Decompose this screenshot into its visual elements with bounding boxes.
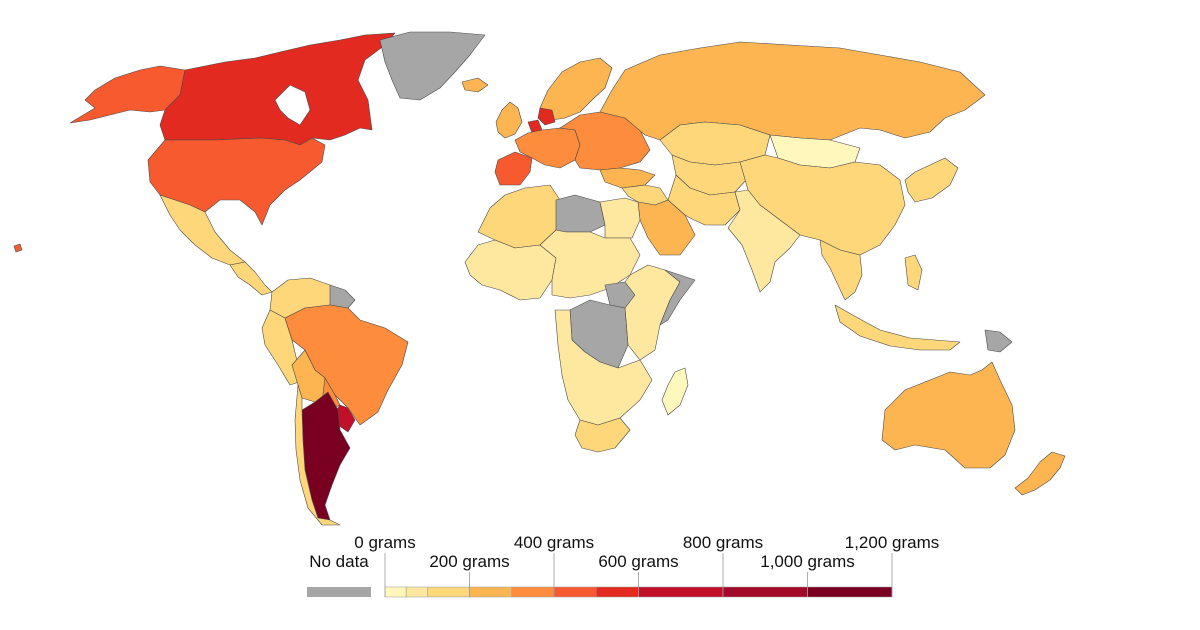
region-chile[interactable]: [294, 384, 341, 526]
region-korea-japan[interactable]: [904, 157, 959, 203]
legend-label-top-1: 400 grams: [514, 533, 594, 552]
region-south-asia[interactable]: [727, 189, 801, 293]
legend-label-top-2: 800 grams: [683, 533, 763, 552]
hudson-bay: [274, 84, 311, 126]
region-south-africa[interactable]: [574, 417, 631, 453]
region-greenland[interactable]: [379, 31, 486, 101]
region-madagascar[interactable]: [661, 367, 689, 416]
legend-label-top-0: 0 grams: [354, 533, 415, 552]
legend-no-data-label: No data: [309, 552, 369, 571]
legend-label-bottom-2: 1,000 grams: [760, 552, 855, 571]
legend-bin-5: [553, 586, 597, 598]
region-papua[interactable]: [984, 329, 1013, 353]
region-libya[interactable]: [555, 194, 606, 233]
legend-label-top-3: 1,200 grams: [845, 533, 940, 552]
region-turkey[interactable]: [599, 167, 656, 189]
region-hawaii[interactable]: [13, 243, 23, 253]
region-saudi-arabia[interactable]: [637, 199, 696, 256]
region-scandinavia[interactable]: [539, 57, 613, 121]
region-egypt[interactable]: [599, 197, 641, 239]
legend-labels: 0 grams 400 grams 800 grams 1,200 grams 200 …: [354, 533, 939, 597]
region-somalia[interactable]: [659, 269, 696, 326]
region-russia[interactable]: [599, 41, 986, 141]
legend-bin-9: [807, 586, 893, 598]
region-central-america[interactable]: [229, 261, 273, 296]
legend-bin-0: [384, 586, 407, 598]
legend-bin-2: [427, 586, 470, 598]
region-canada[interactable]: [159, 32, 396, 146]
legend-no-data-swatch: [307, 587, 371, 597]
region-southeast-asia[interactable]: [819, 239, 863, 301]
region-iberia[interactable]: [494, 151, 533, 186]
region-southern-africa[interactable]: [554, 309, 653, 426]
region-new-zealand[interactable]: [1014, 451, 1066, 496]
legend-bin-3: [469, 586, 512, 598]
legend-bin-1: [405, 586, 428, 598]
region-uk-ireland[interactable]: [495, 101, 523, 139]
region-iceland[interactable]: [461, 77, 489, 93]
region-australia[interactable]: [881, 361, 1016, 469]
region-indonesia[interactable]: [834, 304, 961, 351]
countries-layer: [13, 31, 1066, 526]
legend-label-bottom-1: 600 grams: [598, 552, 678, 571]
legend: No data 0 grams 400 grams 800 grams 1,200 g…: [307, 533, 939, 598]
legend-label-bottom-0: 200 grams: [429, 552, 509, 571]
region-guianas[interactable]: [329, 284, 356, 309]
legend-bin-4: [511, 586, 555, 598]
legend-bin-6: [596, 586, 639, 598]
region-west-africa[interactable]: [464, 239, 557, 301]
region-denmark[interactable]: [537, 107, 556, 126]
region-alaska[interactable]: [69, 65, 186, 124]
region-philippines[interactable]: [904, 254, 923, 291]
legend-bin-7: [638, 586, 724, 598]
legend-bin-8: [722, 586, 808, 598]
